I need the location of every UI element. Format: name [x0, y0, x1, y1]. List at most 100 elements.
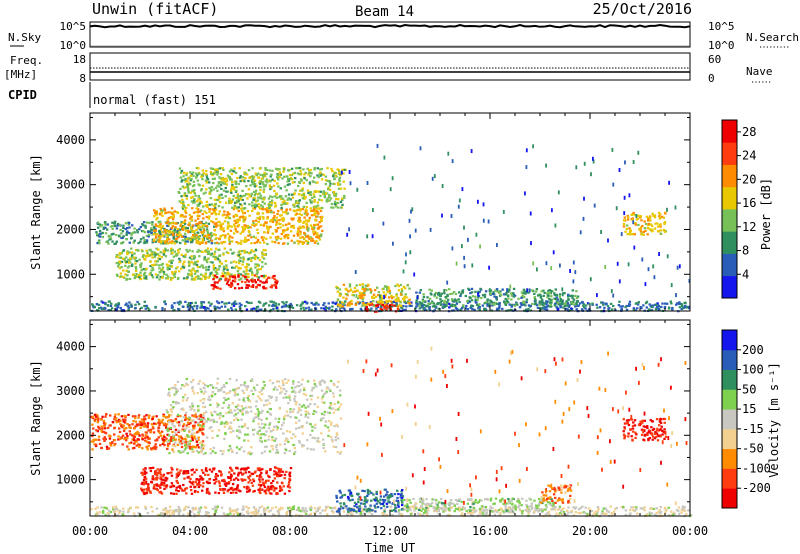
echo-cell [370, 302, 374, 305]
echo-cell [170, 249, 173, 253]
echo-cell [284, 229, 287, 232]
echo-cell [228, 391, 231, 394]
echo-cell [226, 221, 230, 224]
echo-cell [268, 169, 272, 172]
echo-cell [151, 233, 154, 236]
echo-cell [131, 415, 135, 418]
echo-cell [356, 301, 359, 304]
echo-cell [300, 179, 303, 182]
echo-cell [335, 197, 338, 201]
echo-cell [174, 270, 177, 273]
echo-cell [119, 228, 122, 231]
echo-cell [181, 305, 185, 308]
echo-cell [462, 304, 465, 307]
echo-cell [197, 438, 200, 442]
echo-cell [170, 439, 173, 442]
echo-cell [231, 309, 234, 312]
echo-cell [185, 197, 188, 200]
echo-cell [248, 488, 251, 491]
echo-cell [299, 236, 302, 239]
echo-cell [359, 307, 363, 310]
echo-cell [207, 265, 211, 268]
echo-cell [167, 216, 171, 220]
echo-cell [521, 301, 525, 304]
echo-cell [512, 292, 515, 295]
echo-cell [450, 298, 454, 301]
echo-cell [224, 186, 227, 190]
echo-cell [257, 196, 260, 199]
echo-cell [104, 422, 107, 425]
echo-cell [418, 304, 421, 307]
echo-cell [222, 253, 225, 256]
echo-cell [542, 304, 545, 307]
echo-cell [217, 199, 220, 202]
echo-cell [205, 228, 209, 231]
echo-cell [654, 222, 657, 225]
echo-cell [178, 167, 182, 170]
echo-cell [175, 254, 178, 257]
echo-cell [374, 310, 377, 313]
echo-cell [186, 276, 189, 279]
echo-cell [670, 302, 673, 305]
echo-cell [101, 301, 105, 304]
echo-cell [205, 261, 209, 264]
echo-cell [253, 207, 257, 210]
echo-cell [423, 303, 426, 307]
echo-cell [236, 195, 240, 198]
echo-cell [171, 420, 174, 423]
echo-cell [151, 476, 154, 479]
echo-cell [244, 277, 247, 280]
echo-cell [570, 307, 573, 310]
echo-cell [230, 191, 233, 194]
echo-cell [235, 429, 239, 432]
echo-cell [247, 193, 250, 196]
echo-cell [276, 306, 279, 309]
echo-cell [253, 194, 256, 197]
echo-cell [419, 301, 423, 305]
echo-cell [372, 293, 376, 296]
echo-cell [179, 415, 182, 418]
echo-cell [277, 473, 280, 476]
echo-cell [276, 235, 280, 238]
echo-cell [372, 296, 376, 299]
echo-cell [260, 275, 263, 278]
echo-cell [318, 238, 322, 241]
echo-cell [279, 195, 283, 198]
echo-cell [252, 279, 255, 282]
echo-cell [223, 247, 226, 250]
echo-cell [656, 230, 660, 233]
echo-cell [155, 263, 158, 266]
echo-cell [431, 176, 434, 181]
echo-cell [156, 253, 159, 256]
echo-cell [284, 303, 288, 306]
echo-cell [269, 209, 273, 212]
echo-cell [215, 276, 219, 279]
echo-cell [231, 181, 234, 184]
power-echo-cells [90, 143, 691, 313]
echo-cell [564, 307, 568, 310]
echo-cell [127, 304, 130, 307]
echo-cell [315, 209, 318, 212]
echo-cell [339, 187, 343, 190]
echo-cell [172, 485, 176, 488]
echo-cell [218, 264, 221, 268]
echo-cell [632, 213, 635, 216]
echo-cell [218, 237, 221, 240]
echo-cell [295, 427, 298, 430]
echo-cell [343, 168, 346, 171]
echo-cell [273, 219, 276, 222]
echo-cell [154, 439, 157, 442]
echo-cell [443, 301, 446, 304]
echo-cell [186, 470, 190, 473]
echo-cell [175, 211, 179, 214]
echo-cell [214, 208, 218, 211]
echo-cell [251, 204, 254, 207]
echo-cell [129, 426, 132, 429]
echo-cell [173, 272, 177, 276]
echo-cell [339, 174, 342, 177]
echo-cell [294, 189, 297, 192]
echo-cell [196, 304, 199, 308]
echo-cell [254, 263, 257, 266]
echo-cell [628, 303, 631, 306]
echo-cell [158, 212, 161, 215]
